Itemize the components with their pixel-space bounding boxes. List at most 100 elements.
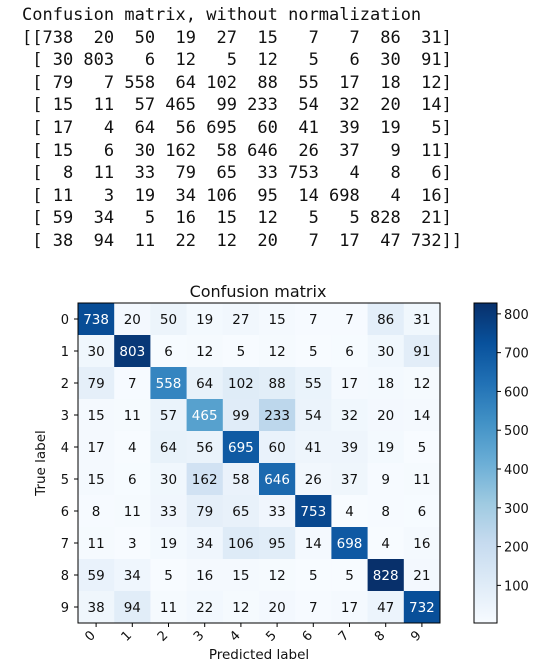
- cell-value-label: 26: [305, 472, 322, 488]
- heatmap-cell: [367, 591, 405, 624]
- cell-value-label: 30: [88, 344, 105, 360]
- heatmap-cell: [259, 399, 296, 432]
- heatmap-cell: [114, 495, 151, 528]
- y-tick-label: 8: [61, 569, 69, 584]
- cell-value-label: 9: [381, 472, 390, 488]
- heatmap-cell: [114, 559, 151, 592]
- heatmap-cell: [331, 591, 368, 624]
- console-line: [ 38 94 11 22 12 20 7 17 47 732]]: [22, 230, 463, 251]
- cell-value-label: 30: [377, 344, 394, 360]
- cell-value-label: 465: [192, 408, 218, 424]
- x-tick-label: 5: [263, 628, 279, 644]
- y-axis-ticks: 0 1 2 3 4 5 6 7 8 9: [61, 313, 78, 616]
- cell-value-label: 34: [196, 536, 213, 552]
- heatmap-cell: [78, 367, 115, 400]
- cell-value-label: 558: [156, 376, 182, 392]
- cell-value-label: 30: [160, 472, 177, 488]
- cell-value-label: 11: [160, 600, 177, 616]
- heatmap-cell: [259, 303, 296, 336]
- x-axis-ticks: 0 1 2 3 4 5 6 7 8 9: [82, 623, 425, 645]
- cell-value-label: 88: [269, 376, 286, 392]
- heatmap-cell: [222, 399, 260, 432]
- x-tick-label: 7: [336, 628, 352, 644]
- cell-value-label: 14: [413, 408, 430, 424]
- heatmap-cell: [114, 527, 151, 560]
- cell-value-label: 17: [88, 440, 105, 456]
- heatmap-cell: [403, 303, 441, 336]
- heatmap-cell: [186, 463, 224, 496]
- heatmap-cell: [403, 527, 441, 560]
- cell-value-label: 21: [413, 568, 430, 584]
- cell-value-label: 99: [232, 408, 249, 424]
- heatmap-cell: [186, 591, 224, 624]
- heatmap-cell: [78, 303, 115, 336]
- y-axis-label: True label: [33, 430, 49, 497]
- heatmap-cell: [78, 527, 115, 560]
- cell-value-label: 8: [381, 504, 390, 520]
- cell-value-label: 6: [418, 504, 427, 520]
- heatmap-cell: [403, 495, 441, 528]
- heatmap-cell: [186, 527, 224, 560]
- cell-value-label: 18: [377, 376, 394, 392]
- heatmap-cell: [150, 527, 187, 560]
- cell-value-label: 79: [88, 376, 105, 392]
- console-line: [ 8 11 33 79 65 33 753 4 8 6]: [22, 163, 452, 184]
- heatmap-cell: [222, 527, 260, 560]
- cell-value-label: 56: [196, 440, 213, 456]
- cell-value-label: 7: [309, 600, 318, 616]
- heatmap-cell: [150, 495, 187, 528]
- heatmap-cell: [331, 559, 368, 592]
- heatmap-cell: [403, 591, 441, 624]
- cell-value-label: 20: [124, 312, 141, 328]
- cell-value-label: 17: [341, 600, 358, 616]
- cell-value-label: 31: [413, 312, 430, 328]
- heatmap-cell: [222, 463, 260, 496]
- console-line: [ 17 4 64 56 695 60 41 39 19 5]: [22, 117, 452, 138]
- cell-value-label: 15: [232, 568, 249, 584]
- x-tick-label: 8: [372, 628, 388, 644]
- heatmap-cell: [259, 431, 296, 464]
- y-tick-label: 4: [61, 441, 69, 456]
- heatmap-cell: [114, 399, 151, 432]
- heatmap-cell: [150, 335, 187, 368]
- cell-value-label: 38: [88, 600, 105, 616]
- cell-value-label: 8: [92, 504, 101, 520]
- heatmap-cell: [259, 495, 296, 528]
- cell-value-label: 47: [377, 600, 394, 616]
- cell-value-label: 54: [305, 408, 322, 424]
- heatmap-cell: [150, 463, 187, 496]
- cell-value-label: 20: [269, 600, 286, 616]
- cell-value-label: 12: [269, 344, 286, 360]
- heatmap-cell: [78, 335, 115, 368]
- cell-value-label: 753: [300, 504, 326, 520]
- y-tick-label: 7: [61, 537, 69, 552]
- heatmap-cell: [367, 335, 405, 368]
- heatmap-cell: [403, 367, 441, 400]
- heatmap-cell: [222, 431, 260, 464]
- heatmap-cell: [295, 335, 332, 368]
- heatmap-cell: [403, 559, 441, 592]
- cell-value-label: 34: [124, 568, 141, 584]
- x-tick-label: 0: [82, 628, 98, 644]
- heatmap-cell: [150, 367, 187, 400]
- cell-value-label: 7: [309, 312, 318, 328]
- cell-value-label: 828: [373, 568, 399, 584]
- heatmap-cell: [367, 463, 405, 496]
- cell-value-label: 20: [377, 408, 394, 424]
- heatmap-cell: [150, 559, 187, 592]
- cell-value-label: 6: [164, 344, 173, 360]
- cell-value-label: 19: [196, 312, 213, 328]
- heatmap-cell: [186, 303, 224, 336]
- cell-value-label: 6: [128, 472, 137, 488]
- cell-value-label: 12: [232, 600, 249, 616]
- x-tick-label: 2: [155, 628, 171, 644]
- cell-value-label: 4: [128, 440, 137, 456]
- heatmap-cell: [186, 335, 224, 368]
- cell-value-label: 738: [83, 312, 109, 328]
- y-tick-label: 3: [61, 409, 69, 424]
- cell-value-label: 55: [305, 376, 322, 392]
- cell-value-label: 15: [88, 472, 105, 488]
- x-tick-label: 4: [227, 628, 243, 644]
- heatmap-cell: [331, 495, 368, 528]
